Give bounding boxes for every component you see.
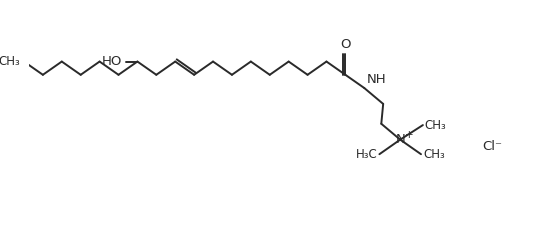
Text: Cl⁻: Cl⁻ (482, 140, 502, 153)
Text: +: + (405, 130, 414, 140)
Text: N: N (395, 133, 405, 146)
Text: HO: HO (102, 55, 122, 68)
Text: CH₃: CH₃ (423, 148, 444, 161)
Text: CH₃: CH₃ (425, 119, 447, 132)
Text: NH: NH (367, 73, 387, 86)
Text: H₃C: H₃C (356, 148, 377, 161)
Text: O: O (340, 38, 350, 51)
Text: CH₃: CH₃ (0, 55, 20, 68)
